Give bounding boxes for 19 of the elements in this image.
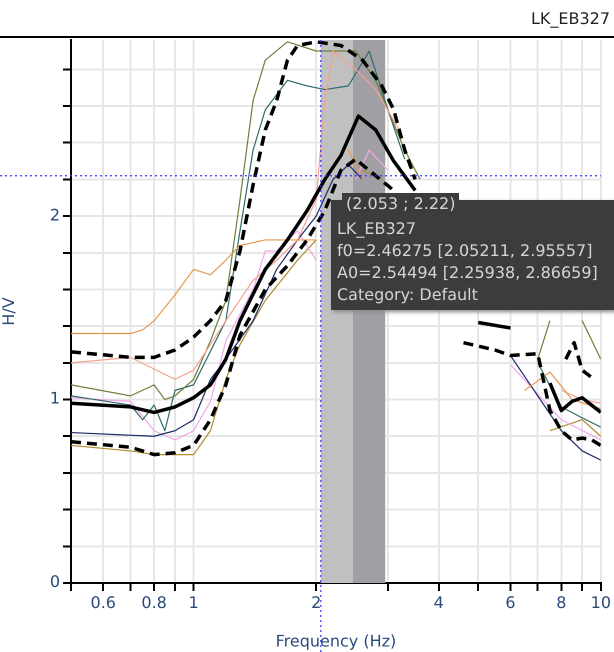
x-tick-label: 0.6: [90, 592, 116, 612]
x-tick-label: 0.8: [141, 592, 167, 612]
y-tick-label: 1: [50, 388, 60, 408]
y-tick-label: 2: [50, 205, 60, 224]
x-tick-label: 4: [434, 592, 444, 612]
chart-title: LK_EB327: [530, 9, 610, 28]
y-tick-label: 0: [50, 572, 60, 592]
x-tick-label: 8: [556, 592, 566, 612]
y-axis-title: H/V: [0, 297, 18, 326]
x-tick-label: 2: [311, 592, 322, 612]
x-tick-label: 10: [590, 592, 611, 612]
annotation: A0=2.54494 [2.25938, 2.86659]: [337, 262, 599, 284]
annotation: Category: Default: [337, 284, 479, 306]
x-tick-label: 1: [188, 592, 199, 612]
x-axis-title: Frequency (Hz): [276, 632, 396, 651]
x-tick-label: 6: [505, 592, 516, 612]
annotation: f0=2.46275 [2.05211, 2.95557]: [337, 240, 594, 262]
annotation: LK_EB327: [337, 218, 418, 240]
annotation: (2.053 ; 2.22): [342, 193, 460, 215]
